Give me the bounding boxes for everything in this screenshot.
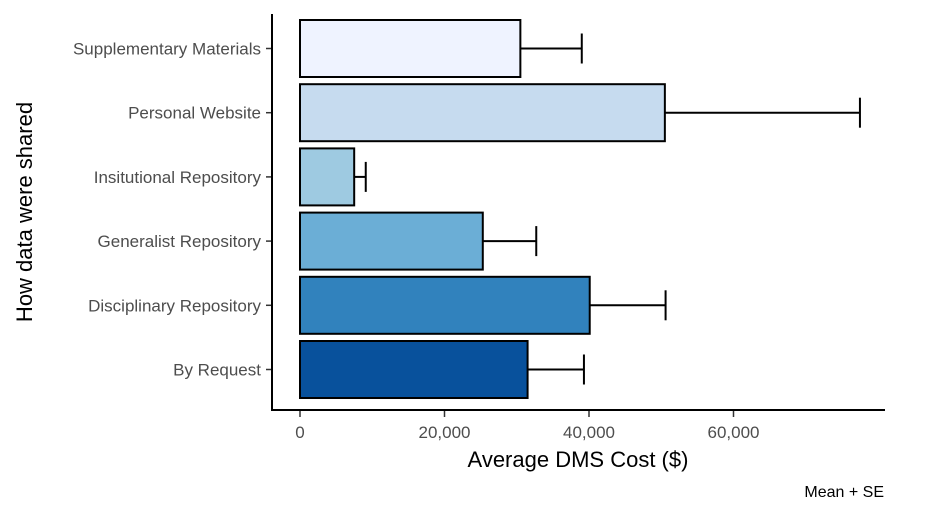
x-tick-label: 0 xyxy=(295,423,304,442)
bar xyxy=(299,83,666,143)
bar-group xyxy=(299,19,583,78)
y-tick-label: Personal Website xyxy=(128,104,261,123)
bar xyxy=(299,19,522,78)
caption: Mean + SE xyxy=(804,484,884,501)
x-axis-title: Average DMS Cost ($) xyxy=(468,447,689,472)
bar xyxy=(299,340,529,399)
bar-group xyxy=(299,275,667,335)
x-tick-label: 40,000 xyxy=(563,423,615,442)
bar-group xyxy=(299,340,585,399)
y-tick-label: Insitutional Repository xyxy=(94,168,262,187)
bar xyxy=(299,275,591,335)
bar xyxy=(299,211,484,271)
bar xyxy=(299,147,356,207)
bar-group xyxy=(299,211,538,271)
y-tick-label: Supplementary Materials xyxy=(73,40,261,59)
y-axis-title: How data were shared xyxy=(12,102,37,322)
y-tick-label: By Request xyxy=(173,361,261,380)
bar-group xyxy=(299,83,861,143)
y-tick-label: Generalist Repository xyxy=(98,232,262,251)
x-tick-label: 20,000 xyxy=(419,423,471,442)
bar-group xyxy=(299,147,367,207)
x-tick-label: 60,000 xyxy=(708,423,760,442)
y-tick-label: Disciplinary Repository xyxy=(88,296,261,315)
